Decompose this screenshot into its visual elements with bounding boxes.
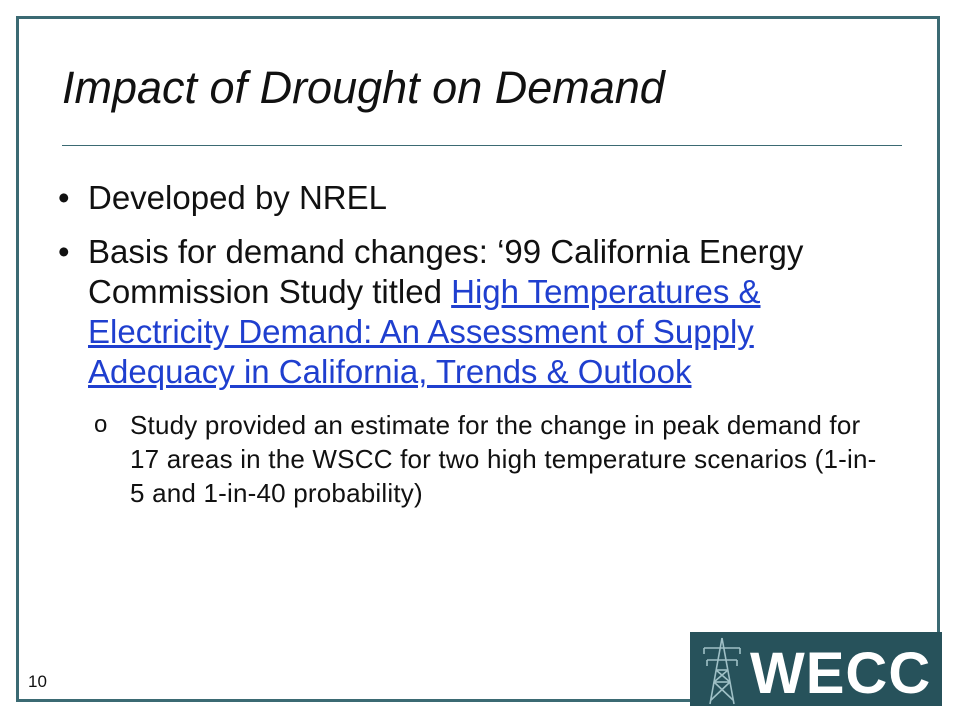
bullet-text: Developed by NREL: [88, 179, 387, 216]
bullet-list: • Developed by NREL • Basis for demand c…: [52, 178, 882, 510]
bullet-item: • Basis for demand changes: ‘99 Californ…: [52, 232, 882, 392]
bullet-text: Basis for demand changes: ‘99 California…: [88, 233, 804, 310]
transmission-tower-icon: [703, 637, 741, 705]
title-divider: [62, 145, 902, 146]
bullet-dot: •: [58, 233, 70, 270]
bullet-dot: •: [58, 179, 70, 216]
study-link[interactable]: High Temperatures & Electricity Demand: …: [88, 273, 761, 390]
bullet-item: • Developed by NREL: [52, 178, 882, 218]
sub-bullet-text: Study provided an estimate for the chang…: [130, 410, 877, 508]
slide-title: Impact of Drought on Demand: [62, 62, 665, 113]
slide-frame: [16, 16, 940, 702]
sub-bullet-marker: o: [94, 411, 108, 438]
sub-bullet-item: o Study provided an estimate for the cha…: [88, 408, 890, 510]
page-number: 10: [28, 672, 47, 691]
wecc-logo: WECC: [690, 632, 942, 706]
logo-text: WECC: [750, 641, 932, 706]
